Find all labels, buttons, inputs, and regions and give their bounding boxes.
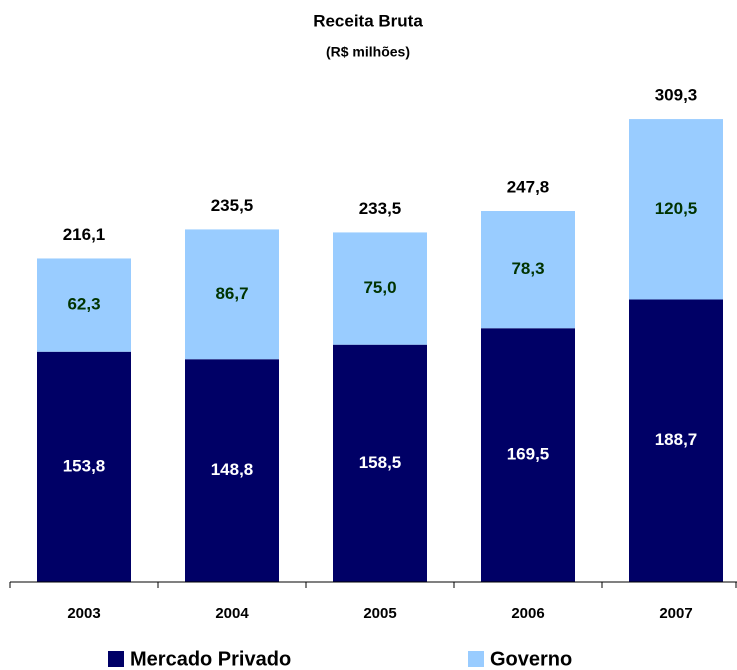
bar-segment: [481, 211, 575, 329]
total-label: 216,1: [63, 225, 106, 244]
bar-segment: [481, 328, 575, 582]
x-tick-label: 2005: [363, 605, 396, 622]
legend-swatch: [468, 651, 484, 667]
x-tick-label: 2007: [659, 605, 692, 622]
x-tick-label: 2004: [215, 605, 249, 622]
legend-label: Governo: [490, 648, 572, 670]
bar-segment: [185, 359, 279, 582]
total-label: 247,8: [507, 177, 550, 196]
value-label: 62,3: [67, 295, 100, 314]
chart-title: Receita Bruta: [313, 11, 423, 30]
chart-subtitle: (R$ milhões): [326, 44, 410, 60]
x-tick-label: 2006: [511, 605, 544, 622]
bar-segment: [185, 229, 279, 360]
bar-segment: [333, 344, 427, 582]
bar-segment: [333, 232, 427, 345]
value-label: 188,7: [655, 430, 698, 449]
bar-segment: [37, 258, 131, 352]
total-label: 233,5: [359, 199, 402, 218]
x-tick-label: 2003: [67, 605, 100, 622]
value-label: 75,0: [363, 278, 396, 297]
total-label: 309,3: [655, 85, 698, 104]
value-label: 78,3: [511, 259, 544, 278]
bar-segment: [629, 299, 723, 582]
bar-segment: [37, 351, 131, 582]
value-label: 86,7: [215, 284, 248, 303]
legend-swatch: [108, 651, 124, 667]
value-label: 148,8: [211, 460, 254, 479]
value-label: 120,5: [655, 199, 698, 218]
total-label: 235,5: [211, 196, 254, 215]
bar-segment: [629, 119, 723, 300]
value-label: 153,8: [63, 456, 106, 475]
legend-label: Mercado Privado: [130, 648, 291, 670]
value-label: 158,5: [359, 453, 402, 472]
value-label: 169,5: [507, 445, 550, 464]
